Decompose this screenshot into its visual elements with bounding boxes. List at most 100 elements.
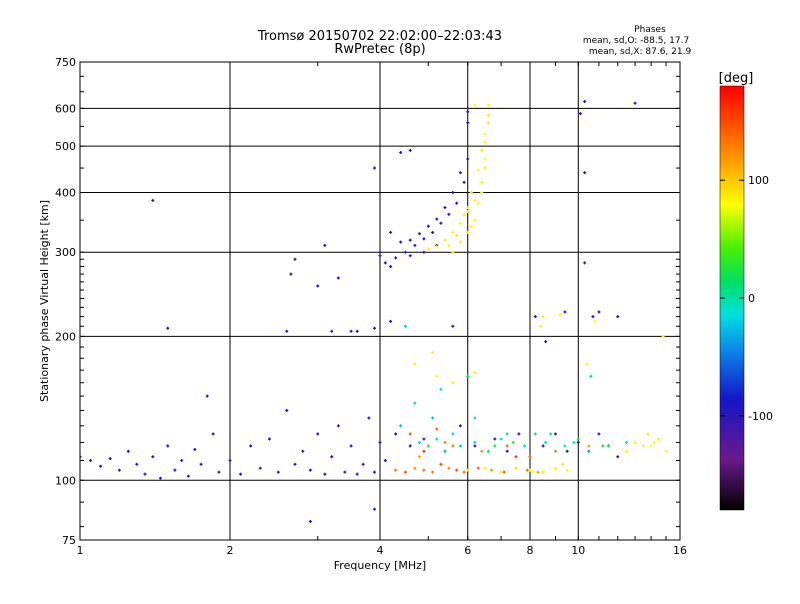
data-point [593,319,597,323]
data-point [422,250,426,254]
data-point [443,449,447,453]
data-point [301,449,305,453]
data-point [483,132,487,136]
data-point [451,190,455,194]
data-point [403,470,407,474]
data-point [408,432,412,436]
data-point [476,201,480,205]
data-point [367,416,371,420]
data-point [383,458,387,462]
chart-title: Tromsø 20150702 22:02:00–22:03:43 [257,29,502,44]
data-point [413,466,417,470]
data-point [316,284,320,288]
data-point [417,232,421,236]
data-point [408,444,412,448]
data-point [336,276,340,280]
colorbar-tick-label: 0 [748,292,755,305]
data-point [587,444,591,448]
y-tick-label: 100 [55,474,76,487]
data-point [597,432,601,436]
data-point [514,466,518,470]
data-point [316,432,320,436]
data-point [422,237,426,241]
data-point [217,470,221,474]
data-point [541,315,545,319]
data-point [480,148,484,152]
data-point [431,416,435,420]
data-point [511,440,515,444]
data-point [439,462,443,466]
data-point [186,474,190,478]
data-point [455,201,459,205]
data-point [439,221,443,225]
data-point [383,261,387,265]
data-point [633,440,637,444]
data-point [330,455,334,459]
data-point [585,362,589,366]
data-point [565,468,569,472]
data-point [576,440,580,444]
data-point [389,230,393,234]
data-point [361,462,365,466]
data-point [483,140,487,144]
data-point [462,470,466,474]
colorbar-tick-label: 100 [748,174,769,187]
data-point [378,440,382,444]
data-point [443,440,447,444]
colorbar-label: [deg] [719,71,754,86]
data-point [469,190,473,194]
y-tick-label: 200 [55,330,76,343]
data-point [276,470,280,474]
data-point [330,329,334,333]
data-point [117,468,121,472]
data-point [466,206,470,210]
data-point [413,243,417,247]
data-point [447,466,451,470]
data-point [451,324,455,328]
data-point [466,157,470,161]
data-point [458,171,462,175]
data-point [373,166,377,170]
data-point [505,449,509,453]
x-tick-label: 10 [571,544,585,557]
data-point [308,519,312,523]
data-point [625,440,629,444]
data-point [408,254,412,258]
data-point [373,470,377,474]
data-point [528,455,532,459]
data-point [403,324,407,328]
data-point [199,462,203,466]
data-point [166,326,170,330]
data-point [597,310,601,314]
data-point [355,329,359,333]
data-point [258,466,262,470]
data-point [399,150,403,154]
data-point [151,455,155,459]
data-point [458,221,462,225]
data-point [652,440,656,444]
data-point [499,470,503,474]
data-point [451,250,455,254]
data-point [126,449,130,453]
phase-stats-title: Phases [634,25,666,35]
data-point [435,245,439,249]
x-tick-label: 1 [77,544,84,557]
data-point [625,449,629,453]
data-point [451,230,455,234]
y-axis-label: Stationary phase Virtual Height [km] [38,200,51,402]
data-point [576,437,580,441]
y-tick-label: 750 [55,56,76,69]
data-point [493,437,497,441]
data-point [601,444,605,448]
data-point [505,432,509,436]
data-point [466,230,470,234]
data-point [193,447,197,451]
data-point [249,444,253,448]
data-point [378,254,382,258]
data-point [394,432,398,436]
data-point [143,472,147,476]
data-point [505,444,509,448]
x-tick-label: 2 [227,544,234,557]
data-point [493,444,497,448]
